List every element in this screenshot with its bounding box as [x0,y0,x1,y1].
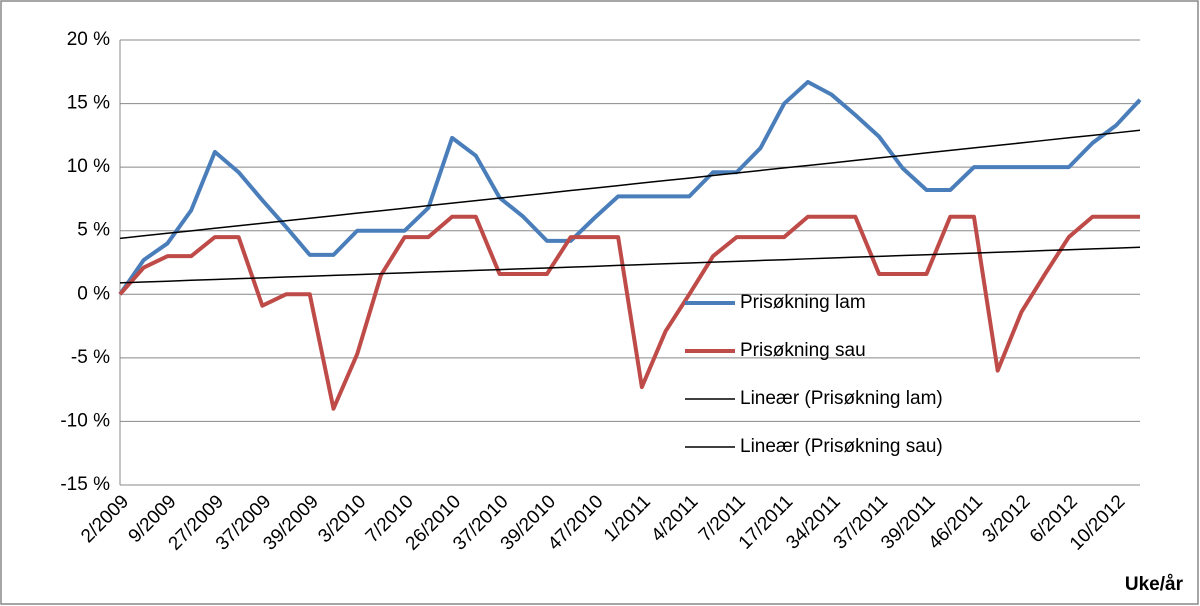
y-tick-label: 0 % [77,283,110,304]
legend-label: Lineær (Prisøkning lam) [740,388,943,409]
y-tick-label: -15 % [60,474,110,495]
legend-label: Lineær (Prisøkning sau) [740,436,943,457]
y-tick-label: -5 % [71,347,110,368]
y-tick-label: -10 % [60,410,110,431]
series-line [118,79,1142,296]
legend-label: Prisøkning lam [740,292,866,313]
y-tick-label: 5 % [77,220,110,241]
y-tick-label: 10 % [67,156,110,177]
series-line [119,129,1141,240]
y-tick-label: 20 % [67,29,110,50]
series-line [119,246,1141,284]
legend-label: Prisøkning sau [740,340,866,361]
x-axis-label: Uke/år [1125,574,1184,595]
series-line [118,214,1140,411]
y-tick-label: 15 % [67,93,110,114]
